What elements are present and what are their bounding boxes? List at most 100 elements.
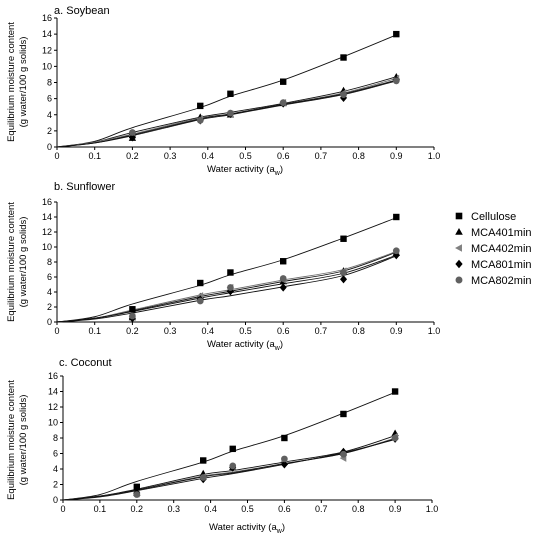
data-point-mca802min xyxy=(340,450,347,458)
axis-ticks: 0 0.1 0.2 0.3 0.4 0.5 0.6 0.7 0.8 0.9 1.0 0 2 4 6 8 10 12… xyxy=(42,13,440,161)
data-point-mca802min xyxy=(340,269,347,276)
x-tick-label: 0.2 xyxy=(126,326,139,336)
data-point-mca802min xyxy=(227,109,234,117)
x-tick-label: 0.5 xyxy=(239,326,252,336)
legend-marker-cellulose xyxy=(455,212,463,220)
legend-label-mca802min: MCA802min xyxy=(471,275,532,287)
x-tick-label: 0.5 xyxy=(239,151,252,161)
y-tick-label: 10 xyxy=(42,242,52,252)
x-tick-label: 0.1 xyxy=(88,151,101,161)
fit-line-mca802min xyxy=(56,254,397,323)
x-tick-label: 0.6 xyxy=(277,151,290,161)
y-tick-label: 8 xyxy=(53,433,58,443)
data-point-cellulose xyxy=(391,388,399,395)
data-point-mca802min xyxy=(392,77,400,85)
data-point-cellulose xyxy=(280,78,287,85)
y-axis-label: Equilibrium moisture content(g water/100… xyxy=(6,380,29,500)
y-tick-label: 16 xyxy=(42,197,52,207)
x-tick-label: 0 xyxy=(54,151,59,161)
x-tick-label: 0.8 xyxy=(352,326,365,336)
x-tick-label: 0.8 xyxy=(352,151,365,161)
legend-label-mca401min: MCA401min xyxy=(471,227,532,239)
y-axis-label: Equilibrium moisture content(g water/100… xyxy=(6,22,29,142)
data-point-mca802min xyxy=(279,99,287,107)
legend-label-mca402min: MCA402min xyxy=(471,243,532,255)
y-tick-label: 6 xyxy=(53,449,58,459)
x-tick-label: 0.3 xyxy=(164,326,177,336)
axis-ticks: 0 0.1 0.2 0.3 0.4 0.5 0.6 0.7 0.8 0.9 1.0 0 2 4 6 8 10 12… xyxy=(48,371,438,514)
y-tick-label: 4 xyxy=(47,110,52,120)
data-point-mca801min xyxy=(340,275,348,284)
data-point-mca802min xyxy=(391,434,399,442)
legend-label-mca801min: MCA801min xyxy=(471,259,532,271)
y-tick-label: 8 xyxy=(47,78,52,88)
x-axis-label: Water activity (aw) xyxy=(207,339,283,352)
data-point-mca802min xyxy=(199,474,207,481)
x-tick-label: 0 xyxy=(54,326,59,336)
panel-title: a. Soybean xyxy=(54,5,110,17)
fit-curves xyxy=(56,34,397,148)
fit-curves xyxy=(62,391,396,501)
y-tick-label: 6 xyxy=(47,94,52,104)
panel-title: c. Coconut xyxy=(59,357,112,369)
data-point-cellulose xyxy=(393,30,400,38)
y-tick-label: 16 xyxy=(48,371,58,381)
data-point-mca801min xyxy=(226,287,234,296)
x-tick-label: 0.8 xyxy=(352,504,365,514)
data-points xyxy=(128,213,400,323)
x-tick-label: 0.9 xyxy=(390,151,403,161)
fit-line-mca402min xyxy=(56,251,397,323)
data-point-cellulose xyxy=(197,279,204,287)
data-point-cellulose xyxy=(280,258,287,265)
data-point-mca802min xyxy=(129,312,136,320)
x-tick-label: 0.7 xyxy=(315,326,328,336)
legend-marker-mca801min xyxy=(455,259,463,269)
y-tick-label: 2 xyxy=(47,126,52,136)
x-tick-label: 0.2 xyxy=(126,151,139,161)
panel-coconut: c. Coconut 0 0.1 0.2 0.3 0.4 0.5 0.6 0.7 0.8 0.9 1… xyxy=(6,357,438,535)
fit-line-mca801min xyxy=(62,439,396,501)
data-point-cellulose xyxy=(229,445,236,453)
x-tick-label: 0.3 xyxy=(167,504,180,514)
data-point-cellulose xyxy=(197,102,204,110)
data-point-mca802min xyxy=(133,491,141,498)
data-point-mca802min xyxy=(196,117,204,124)
y-tick-label: 8 xyxy=(47,257,52,267)
y-axis-label: Equilibrium moisture content(g water/100… xyxy=(6,202,29,322)
y-tick-label: 2 xyxy=(53,480,58,490)
y-tick-label: 4 xyxy=(53,464,58,474)
x-tick-label: 1.0 xyxy=(426,504,439,514)
fit-line-mca402min xyxy=(56,78,397,148)
y-tick-label: 12 xyxy=(42,227,52,237)
y-tick-label: 0 xyxy=(47,142,52,152)
data-point-cellulose xyxy=(227,269,234,276)
panel-title: b. Sunflower xyxy=(54,181,115,193)
data-point-mca802min xyxy=(281,455,288,463)
legend-marker-mca802min xyxy=(455,276,463,284)
data-point-mca802min xyxy=(129,129,136,136)
x-tick-label: 0.6 xyxy=(278,504,291,514)
data-point-cellulose xyxy=(340,54,347,61)
x-axis-label: Water activity (aw) xyxy=(207,164,283,177)
y-tick-label: 4 xyxy=(47,287,52,297)
fit-line-mca801min xyxy=(56,255,397,323)
x-tick-label: 0.6 xyxy=(277,326,290,336)
x-tick-label: 0 xyxy=(60,504,65,514)
fit-line-cellulose xyxy=(56,34,397,148)
panel-soybean: a. Soybean 0 0.1 0.2 0.3 0.4 0.5 0.6 0.7 0.8 0.9 1… xyxy=(6,5,440,177)
y-tick-label: 10 xyxy=(48,418,58,428)
y-tick-label: 16 xyxy=(42,13,52,23)
legend-marker-mca402min xyxy=(455,244,462,252)
fit-line-mca401min xyxy=(56,251,397,323)
legend-marker-mca401min xyxy=(455,228,463,235)
y-tick-label: 0 xyxy=(47,317,52,327)
data-point-cellulose xyxy=(281,434,288,442)
data-point-mca802min xyxy=(392,247,400,255)
data-point-cellulose xyxy=(227,90,234,97)
fit-line-cellulose xyxy=(56,217,397,323)
legend-label-cellulose: Cellulose xyxy=(471,211,516,223)
x-tick-label: 1.0 xyxy=(428,326,441,336)
x-tick-label: 0.4 xyxy=(202,151,215,161)
y-tick-label: 12 xyxy=(48,402,58,412)
